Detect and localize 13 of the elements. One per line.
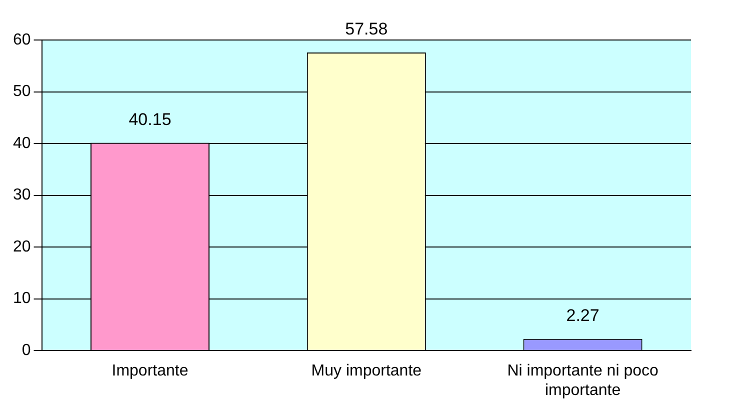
y-tick-label: 0 <box>22 342 31 360</box>
data-label: 2.27 <box>566 306 600 326</box>
y-tick-label: 40 <box>13 134 31 152</box>
y-tick-label: 50 <box>13 83 31 100</box>
y-tick-label: 30 <box>13 186 31 204</box>
y-tick-label: 20 <box>13 238 31 256</box>
x-tick-label: Importante <box>112 362 188 380</box>
data-label: 57.58 <box>345 20 388 39</box>
data-label: 40.15 <box>128 110 172 129</box>
x-tick-label: Muy importante <box>311 362 422 380</box>
y-tick-label: 60 <box>13 31 31 48</box>
y-tick-label: 10 <box>13 290 31 308</box>
x-tick-label: Ni importante ni poco importante <box>507 362 658 399</box>
